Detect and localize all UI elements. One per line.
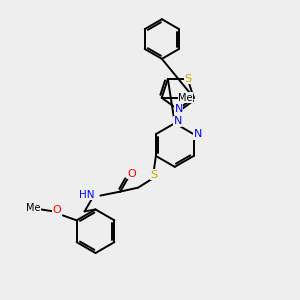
- Text: S: S: [150, 170, 158, 180]
- Text: N: N: [194, 129, 202, 139]
- Text: Me: Me: [178, 93, 193, 103]
- Text: HN: HN: [79, 190, 94, 200]
- Text: O: O: [128, 169, 136, 179]
- Text: N: N: [175, 104, 183, 114]
- Text: N: N: [174, 116, 182, 126]
- Text: S: S: [184, 74, 191, 84]
- Text: Me: Me: [26, 203, 40, 214]
- Text: O: O: [52, 206, 61, 215]
